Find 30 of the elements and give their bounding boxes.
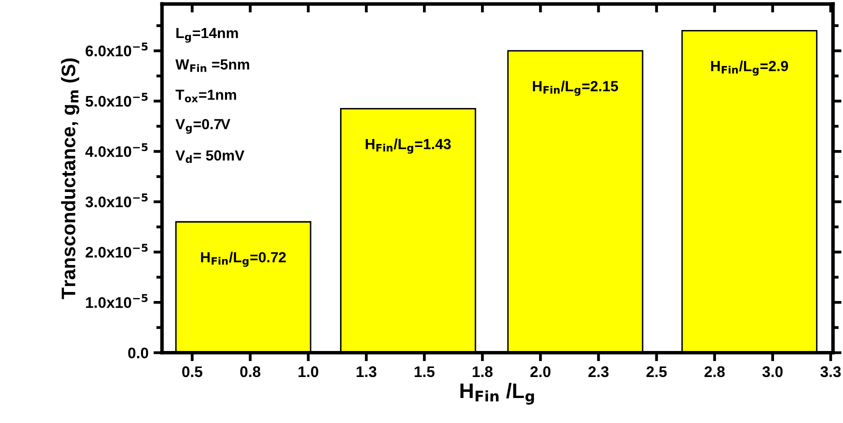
annotation: H$_{Fin}$/L$_{g}$=1.43	[366, 138, 451, 154]
x-tick-label: 2.8	[704, 366, 725, 378]
x-tick-label: 1.0	[298, 366, 318, 378]
y-tick-label: 5.0x10$^{−5}$	[86, 92, 148, 107]
x-tick-label: 2.3	[588, 366, 609, 378]
y-tick-label: 0.0	[128, 348, 148, 358]
x-tick-label: 3.3	[820, 366, 841, 378]
y-axis-title: Transconductance, g$_{m}$ (S)	[61, 58, 80, 300]
x-tick-label: 1.3	[356, 366, 376, 378]
x-tick-label: 1.8	[472, 366, 493, 378]
annotation: V$_{d}$= 50mV	[176, 150, 244, 164]
y-tick-label: 4.0x10$^{−5}$	[85, 143, 148, 158]
annotation: L$_{g}$=14nm	[176, 28, 238, 43]
x-tick-label: 0.5	[182, 366, 202, 378]
annotation: T$_{ox}$=1nm	[176, 90, 236, 102]
y-tick-label: 3.0x10$^{−5}$	[85, 194, 148, 208]
y-tick-label: 1.0x10$^{−5}$	[86, 294, 148, 308]
annotation: W$_{Fin}$ =5nm	[175, 59, 250, 72]
annotation: V$_{g}$=0.7V	[176, 118, 230, 134]
y-tick-label: 2.0x10$^{−5}$	[86, 244, 148, 258]
x-tick-label: 2.0	[530, 366, 550, 378]
annotation: H$_{Fin}$/L$_{g}$=2.9	[711, 60, 788, 76]
x-tick-label: 3.0	[762, 366, 783, 378]
y-tick-label: 6.0x10$^{−5}$	[86, 42, 148, 56]
annotation: H$_{Fin}$/L$_{g}$=2.15	[532, 80, 618, 96]
x-axis-title: H$_{Fin}$ /L$_{g}$	[460, 382, 534, 405]
x-tick-label: 2.5	[646, 366, 667, 378]
annotation: H$_{Fin}$/L$_{g}$=0.72	[201, 252, 286, 267]
x-tick-label: 1.5	[414, 366, 435, 378]
x-tick-label: 0.8	[240, 366, 260, 378]
